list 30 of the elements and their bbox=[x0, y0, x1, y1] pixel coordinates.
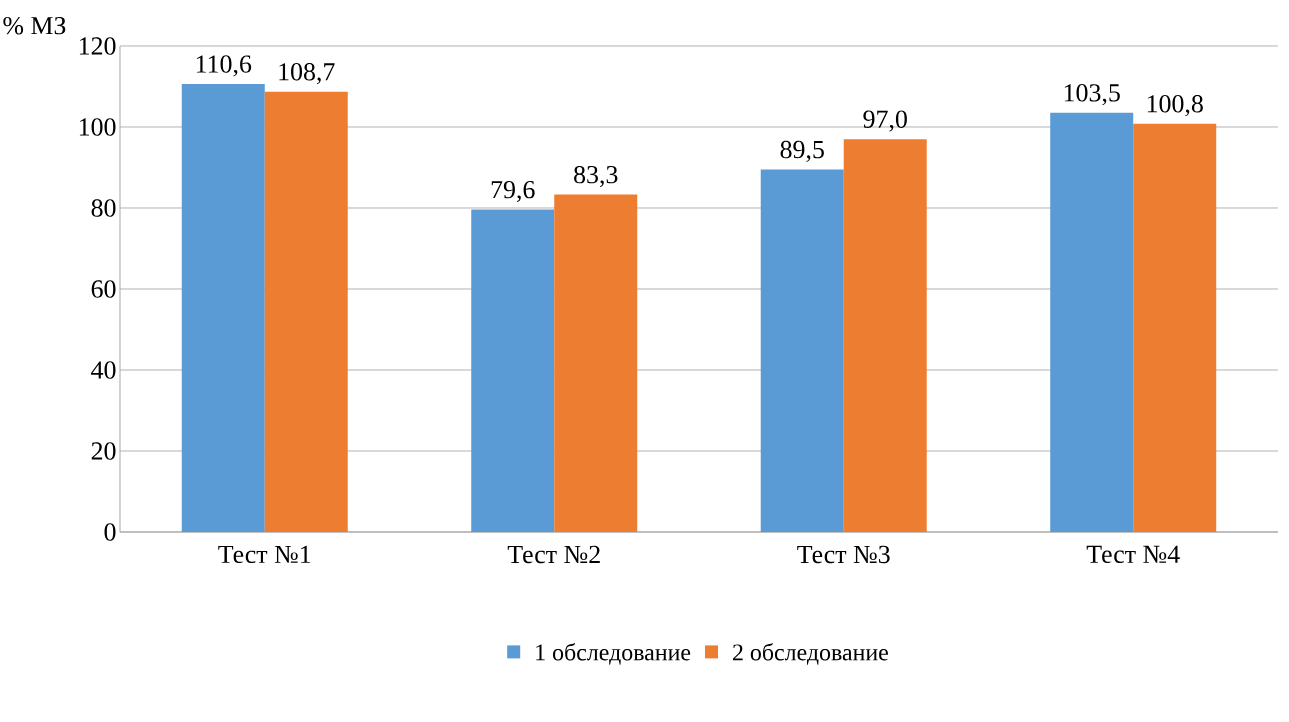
bar bbox=[181, 84, 265, 532]
x-tick-label: Тест №4 bbox=[1086, 545, 1180, 564]
y-tick-label: 100 bbox=[79, 118, 116, 136]
data-label: 110,6 bbox=[196, 55, 252, 77]
legend-label: 1 обследование bbox=[536, 643, 691, 665]
y-tick-label: 40 bbox=[91, 361, 116, 379]
data-label: 103,5 bbox=[1064, 84, 1120, 106]
data-label: 97,0 bbox=[863, 110, 907, 132]
data-label: 79,6 bbox=[491, 180, 535, 203]
data-label: 108,7 bbox=[279, 63, 335, 85]
bar bbox=[760, 169, 844, 532]
x-tick-label: Тест №1 bbox=[218, 545, 311, 564]
bar bbox=[554, 194, 638, 532]
x-tick-label: Тест №3 bbox=[797, 545, 890, 564]
y-tick-label: 80 bbox=[91, 199, 116, 217]
y-tick-label: 20 bbox=[91, 442, 116, 460]
bar bbox=[1133, 123, 1217, 532]
y-tick-label: 120 bbox=[79, 37, 116, 55]
bar bbox=[1050, 112, 1134, 532]
bar bbox=[843, 139, 927, 532]
data-label: 83,3 bbox=[574, 165, 618, 188]
bar bbox=[264, 91, 348, 532]
legend-label: 2 обследование bbox=[733, 643, 888, 665]
data-label: 89,5 bbox=[780, 140, 824, 162]
data-label: 100,8 bbox=[1147, 95, 1203, 117]
bar bbox=[471, 209, 555, 532]
y-tick-label: 0 bbox=[104, 523, 116, 541]
y-axis-title: % МЗ bbox=[3, 16, 66, 35]
x-tick-label: Тест №2 bbox=[507, 545, 600, 564]
y-tick-label: 60 bbox=[91, 280, 116, 298]
